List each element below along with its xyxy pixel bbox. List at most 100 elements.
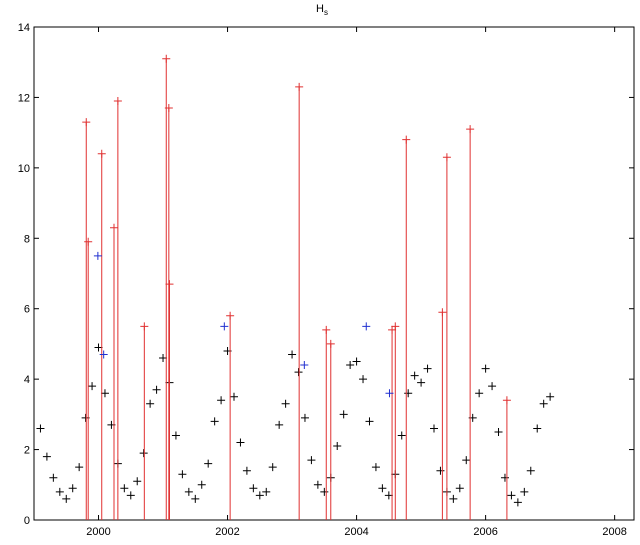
marker <box>391 322 400 331</box>
marker <box>75 463 84 472</box>
y-tick-label: 2 <box>24 445 30 457</box>
marker <box>436 466 445 475</box>
marker <box>146 399 155 408</box>
marker <box>300 413 309 422</box>
marker <box>326 339 335 348</box>
marker <box>255 491 264 500</box>
marker <box>84 237 93 246</box>
y-tick-label: 0 <box>24 515 30 527</box>
marker <box>339 410 348 419</box>
marker <box>320 487 329 496</box>
marker <box>526 466 535 475</box>
marker <box>481 364 490 373</box>
marker <box>371 463 380 472</box>
marker <box>539 399 548 408</box>
marker <box>430 424 438 433</box>
marker <box>307 456 316 465</box>
marker <box>378 484 387 493</box>
marker <box>488 382 497 391</box>
marker <box>417 378 426 387</box>
marker <box>546 392 555 401</box>
marker <box>410 371 419 380</box>
chart-title: Hs <box>316 3 328 17</box>
marker <box>333 442 342 451</box>
marker <box>220 322 229 331</box>
marker <box>140 322 149 331</box>
marker <box>113 96 122 105</box>
marker <box>55 487 64 496</box>
marker <box>97 149 106 158</box>
marker <box>294 368 303 377</box>
x-tick-label: 2006 <box>473 526 497 538</box>
marker <box>68 484 77 493</box>
marker <box>507 491 516 500</box>
marker <box>110 223 118 232</box>
marker <box>191 494 200 503</box>
marker <box>152 385 161 394</box>
title-subscript: s <box>324 8 328 17</box>
marker <box>42 452 51 461</box>
marker <box>388 325 397 334</box>
marker <box>99 350 108 359</box>
marker <box>475 389 484 398</box>
x-tick-label: 2004 <box>344 526 368 538</box>
marker <box>94 343 103 352</box>
marker <box>165 280 174 289</box>
marker <box>466 125 475 134</box>
marker <box>82 118 91 127</box>
marker <box>397 431 406 440</box>
title-main: H <box>316 3 324 15</box>
x-tick-label: 2002 <box>215 526 239 538</box>
marker <box>88 382 97 391</box>
marker <box>359 375 368 384</box>
marker <box>184 487 193 496</box>
marker <box>268 463 277 472</box>
marker <box>404 389 413 398</box>
marker <box>217 396 226 405</box>
y-tick-label: 6 <box>24 304 30 316</box>
y-tick-label: 8 <box>24 233 30 245</box>
marker <box>226 311 235 320</box>
marker <box>36 424 45 433</box>
marker <box>178 470 187 479</box>
x-tick-label: 2000 <box>86 526 110 538</box>
marker <box>513 498 522 507</box>
marker <box>162 54 171 63</box>
marker <box>49 473 58 482</box>
x-tick-label: 2008 <box>602 526 626 538</box>
marker <box>346 361 355 370</box>
marker <box>62 494 71 503</box>
marker <box>322 325 331 334</box>
marker <box>533 424 542 433</box>
marker <box>171 431 180 440</box>
marker <box>93 251 102 260</box>
marker <box>126 491 135 500</box>
marker <box>313 480 322 489</box>
marker <box>500 473 509 482</box>
marker <box>423 364 432 373</box>
marker <box>249 484 258 493</box>
marker <box>210 417 219 426</box>
marker <box>120 484 129 493</box>
marker <box>204 459 213 468</box>
marker <box>275 420 284 429</box>
marker <box>402 135 411 144</box>
marker <box>438 308 447 317</box>
marker <box>300 361 309 370</box>
marker <box>449 494 458 503</box>
marker <box>100 389 109 398</box>
marker <box>365 417 374 426</box>
marker <box>362 322 371 331</box>
marker <box>385 389 394 398</box>
marker <box>295 82 304 91</box>
y-tick-label: 14 <box>18 22 30 34</box>
y-tick-label: 10 <box>18 163 30 175</box>
marker <box>230 392 238 401</box>
marker <box>520 487 529 496</box>
marker <box>494 427 503 436</box>
marker <box>133 477 142 486</box>
marker <box>164 103 173 112</box>
plot-frame <box>33 26 635 521</box>
marker <box>197 480 206 489</box>
